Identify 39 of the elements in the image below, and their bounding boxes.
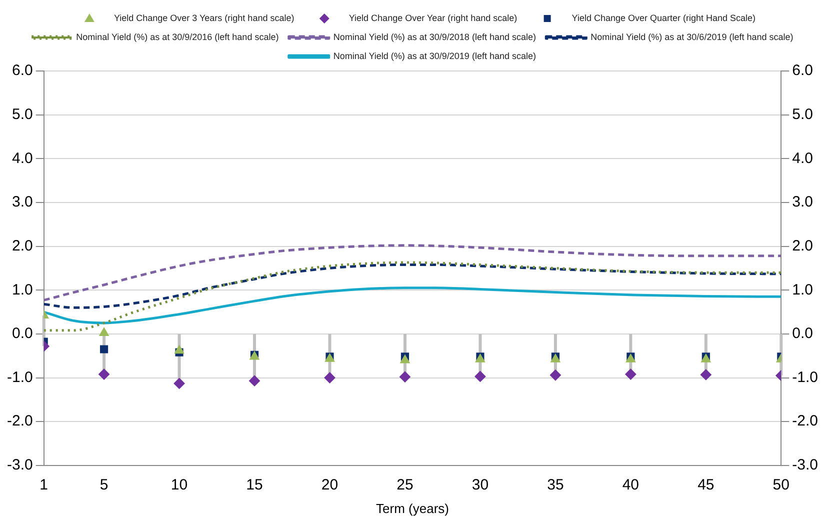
x-tick-label: 50 [772, 476, 790, 494]
y2-tick-label: 6.0 [792, 62, 814, 80]
y2-tick-label: -3.0 [792, 456, 818, 474]
y2-tick-label: 3.0 [792, 194, 814, 211]
x-tick-label: 25 [396, 476, 414, 494]
legend-label: Nominal Yield (%) as at 30/9/2016 (left hand scale) [76, 32, 279, 42]
y-tick-label: 0.0 [12, 325, 33, 342]
y-tick-label: 2.0 [12, 237, 33, 254]
x-tick-label: 30 [472, 476, 489, 494]
x-axis-title: Term (years) [376, 500, 449, 516]
y-tick-label: -3.0 [6, 456, 33, 474]
y-tick-label: 5.0 [12, 106, 33, 123]
legend-label: Nominal Yield (%) as at 30/6/2019 (left hand scale) [590, 32, 794, 42]
legend-label: Yield Change Over 3 Years (right hand scale) [114, 12, 294, 23]
legend-label: Yield Change Over Year (right hand scale) [348, 12, 518, 23]
x-tick-label: 1 [40, 476, 48, 494]
y-tick-label: 4.0 [12, 150, 33, 167]
x-tick-label: 20 [321, 476, 338, 494]
x-tick-label: 5 [100, 476, 108, 494]
x-tick-label: 40 [622, 476, 640, 494]
y-tick-label: 6.0 [12, 62, 33, 80]
x-tick-label: 45 [698, 476, 714, 494]
legend-label: Yield Change Over Quarter (right Hand Scale) [572, 12, 756, 23]
x-tick-label: 35 [547, 476, 564, 494]
y2-tick-label: 1.0 [792, 281, 814, 298]
y2-tick-label: -2.0 [792, 412, 818, 430]
y2-tick-label: 4.0 [792, 150, 814, 167]
y-tick-label: 3.0 [12, 194, 33, 211]
legend-label: Nominal Yield (%) as at 30/9/2019 (left hand scale) [333, 50, 536, 61]
y2-tick-label: 0.0 [792, 325, 814, 342]
y2-tick-label: -1.0 [792, 368, 818, 386]
x-tick-label: 10 [170, 476, 188, 494]
y-tick-label: 1.0 [12, 281, 33, 298]
y2-tick-label: 2.0 [792, 237, 814, 254]
y-tick-label: -2.0 [6, 412, 33, 430]
y2-tick-label: 5.0 [792, 106, 814, 123]
legend-label: Nominal Yield (%) as at 30/9/2018 (left hand scale) [333, 32, 536, 42]
y-tick-label: -1.0 [6, 368, 33, 386]
x-tick-label: 15 [246, 476, 263, 494]
